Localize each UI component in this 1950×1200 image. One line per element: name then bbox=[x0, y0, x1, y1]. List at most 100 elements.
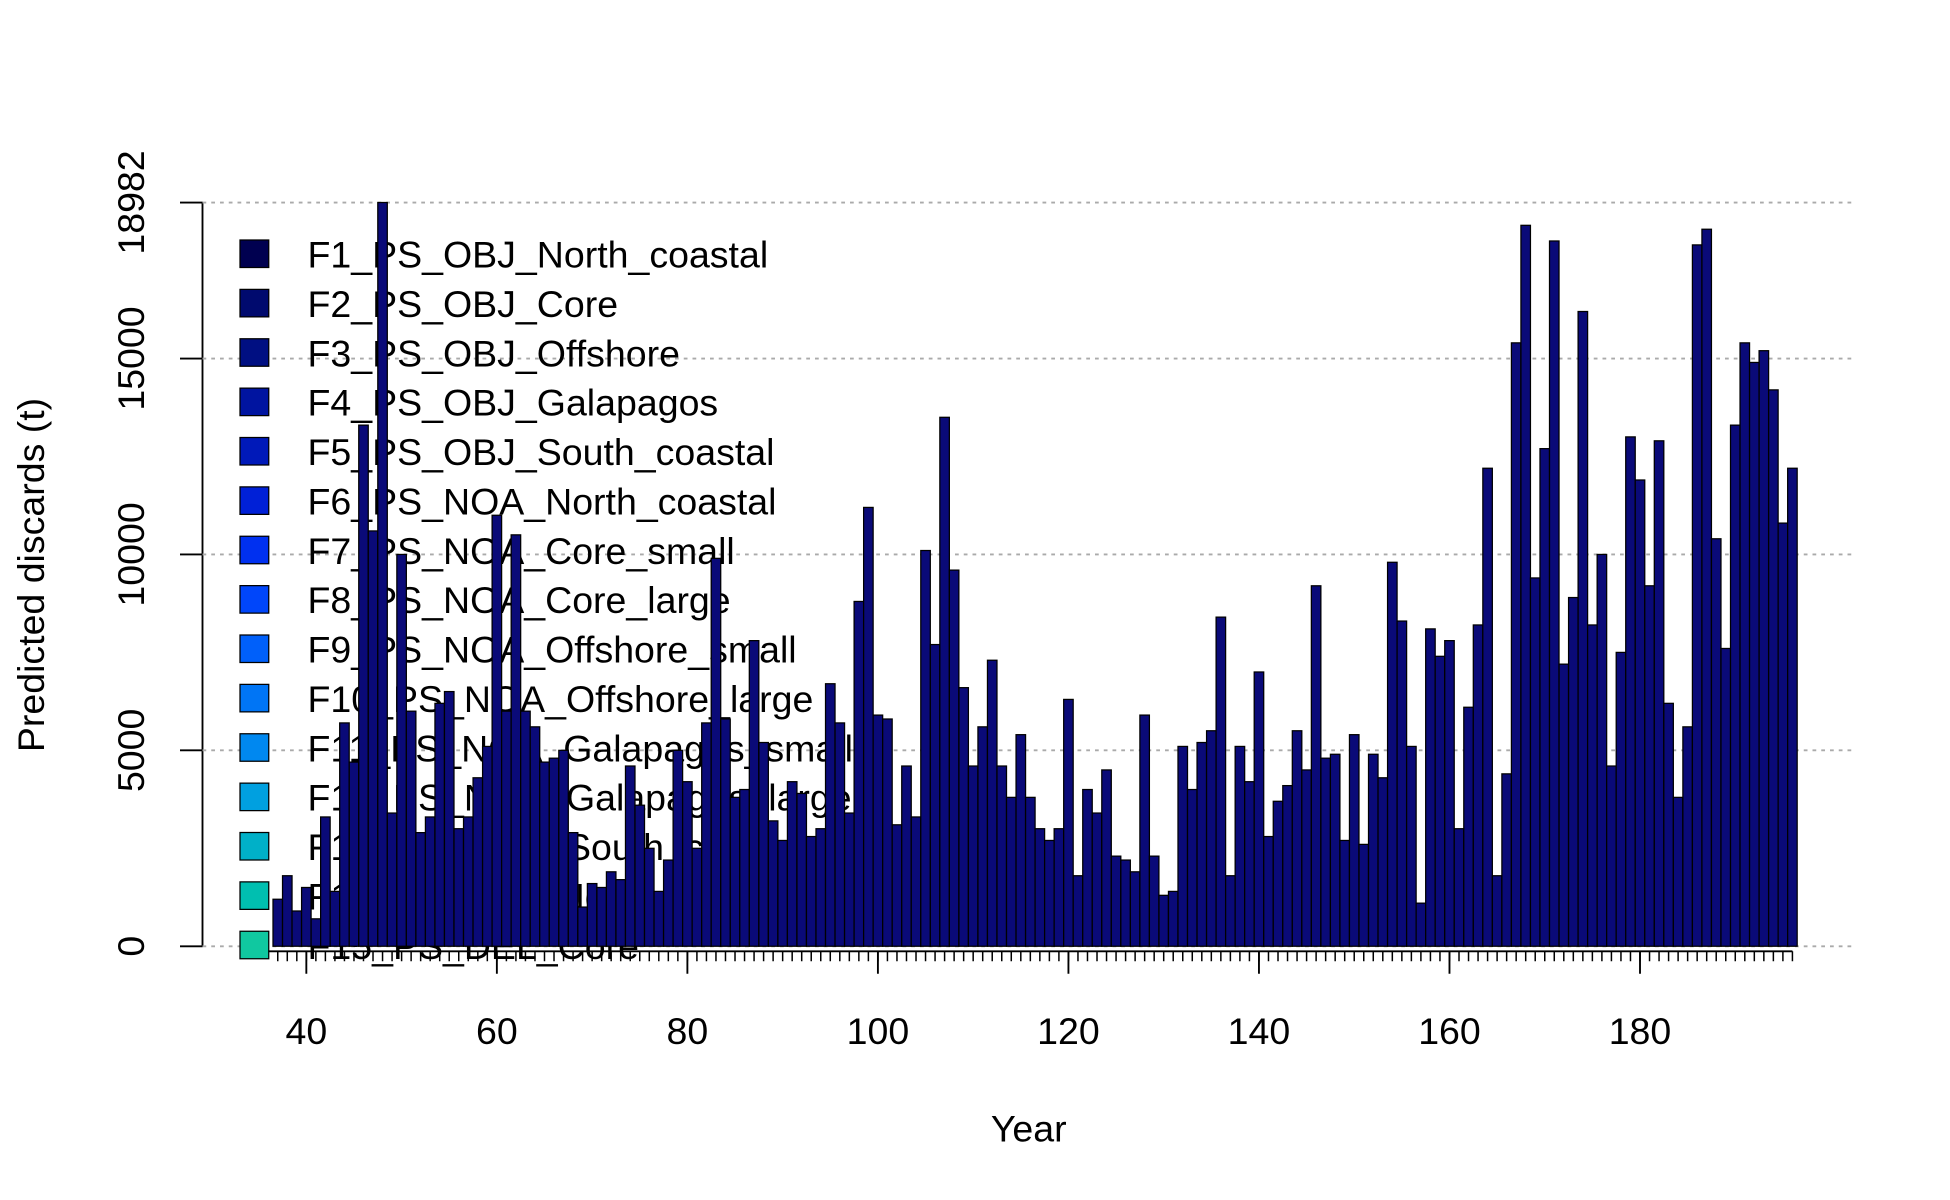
legend-swatch bbox=[239, 436, 270, 466]
bar bbox=[824, 683, 836, 947]
bar bbox=[672, 749, 684, 947]
bar bbox=[872, 714, 884, 947]
bar bbox=[1082, 788, 1093, 947]
bar bbox=[1767, 389, 1779, 947]
bar bbox=[329, 890, 341, 947]
legend-swatch bbox=[239, 930, 270, 960]
legend-swatch bbox=[239, 733, 270, 762]
legend-label: F12_PS_NOA_Galapagos_large bbox=[308, 777, 852, 819]
bar bbox=[462, 816, 474, 947]
bar bbox=[1463, 706, 1474, 947]
bar bbox=[1586, 624, 1598, 947]
x-tick-label: 100 bbox=[847, 1010, 910, 1052]
bar bbox=[377, 201, 388, 947]
bar bbox=[1672, 796, 1684, 947]
bar bbox=[424, 816, 436, 947]
bar bbox=[1691, 244, 1703, 947]
bar bbox=[901, 765, 912, 947]
bar bbox=[1444, 640, 1455, 947]
bar bbox=[1234, 745, 1246, 947]
bar bbox=[1567, 596, 1579, 947]
legend-swatch bbox=[239, 881, 270, 910]
y-tick-label: 15000 bbox=[110, 306, 152, 410]
bar bbox=[386, 812, 398, 947]
bar bbox=[1520, 224, 1532, 947]
bar bbox=[624, 765, 636, 947]
bar bbox=[1348, 734, 1360, 947]
bar bbox=[977, 726, 989, 947]
bar bbox=[1263, 835, 1274, 947]
bar bbox=[815, 828, 827, 947]
bar bbox=[339, 722, 350, 947]
bar bbox=[939, 416, 950, 947]
bar bbox=[1139, 714, 1151, 947]
bar bbox=[1682, 726, 1694, 947]
bar bbox=[1167, 890, 1179, 947]
bar bbox=[834, 722, 846, 947]
bar bbox=[891, 824, 903, 947]
bar bbox=[1396, 620, 1408, 947]
bar bbox=[681, 781, 693, 947]
bar bbox=[1777, 522, 1789, 947]
bar bbox=[796, 792, 808, 947]
bar bbox=[1120, 859, 1131, 947]
bar bbox=[1787, 467, 1798, 947]
bar bbox=[358, 424, 369, 947]
bar bbox=[1244, 781, 1255, 947]
bar bbox=[691, 847, 703, 947]
bar bbox=[510, 534, 522, 947]
bar bbox=[777, 839, 789, 947]
bar bbox=[539, 761, 550, 947]
bar bbox=[1758, 350, 1770, 947]
bar bbox=[1434, 655, 1446, 947]
bar bbox=[1063, 698, 1074, 947]
legend-label: F1_PS_OBJ_North_coastal bbox=[308, 234, 769, 276]
bar bbox=[434, 702, 446, 947]
bar bbox=[929, 643, 941, 947]
bar bbox=[1301, 769, 1312, 947]
legend-label: F2_PS_OBJ_Core bbox=[308, 283, 619, 325]
bar bbox=[453, 828, 465, 947]
bar bbox=[1367, 753, 1379, 947]
bar bbox=[1310, 585, 1322, 947]
bar bbox=[310, 918, 322, 947]
legend-swatch bbox=[239, 634, 270, 664]
bar bbox=[1377, 777, 1389, 947]
y-tick-label: 0 bbox=[110, 936, 152, 957]
legend-swatch bbox=[239, 288, 270, 318]
x-tick-label: 160 bbox=[1418, 1010, 1481, 1052]
bar bbox=[1663, 702, 1674, 947]
bar bbox=[710, 557, 722, 947]
bar bbox=[491, 514, 503, 947]
bar bbox=[758, 741, 769, 947]
bar bbox=[910, 816, 922, 947]
bar bbox=[1091, 812, 1103, 947]
bar bbox=[615, 879, 627, 947]
bar bbox=[920, 549, 931, 947]
legend-swatch bbox=[239, 239, 270, 269]
bar bbox=[1329, 753, 1341, 947]
bar bbox=[1291, 730, 1303, 947]
bar bbox=[1005, 796, 1017, 947]
bar bbox=[558, 749, 569, 947]
legend-swatch bbox=[239, 486, 270, 515]
bar bbox=[1358, 843, 1370, 947]
bar bbox=[1701, 228, 1713, 947]
bar bbox=[1510, 342, 1522, 947]
bar bbox=[529, 726, 541, 947]
legend-swatch bbox=[239, 387, 270, 417]
bar bbox=[1405, 745, 1417, 947]
bar bbox=[1653, 440, 1665, 947]
bar bbox=[567, 831, 579, 947]
bar bbox=[1024, 796, 1036, 947]
bar bbox=[1558, 663, 1570, 947]
bar bbox=[520, 710, 531, 947]
bar bbox=[843, 812, 855, 947]
bar bbox=[1615, 651, 1627, 947]
bar bbox=[1596, 553, 1608, 947]
bar bbox=[1644, 585, 1655, 947]
bar bbox=[1453, 828, 1465, 947]
bar bbox=[1748, 361, 1760, 947]
bar bbox=[586, 882, 598, 947]
